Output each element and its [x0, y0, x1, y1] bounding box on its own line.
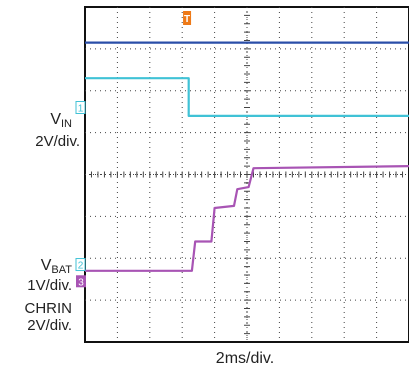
vbat-scale-label: 1V/div. — [27, 277, 72, 294]
series-line-3 — [85, 165, 409, 272]
channel-marker-3 — [76, 275, 86, 288]
channel-markers: T 1 2 3 — [75, 11, 192, 288]
vbat-main-text: V — [40, 257, 52, 274]
vin-subscript: IN — [61, 118, 72, 130]
vbat-label: VBAT — [10, 258, 72, 278]
trigger-marker-label: T — [184, 14, 190, 25]
channel-marker-label: 2 — [78, 261, 84, 272]
channel-marker-label: 3 — [78, 277, 84, 288]
series-line-2 — [85, 77, 409, 118]
plot-grid — [85, 7, 409, 342]
channel-marker-2 — [75, 258, 86, 272]
vbat-subscript: BAT — [51, 264, 72, 276]
chrin-scale-label: 2V/div. — [27, 317, 72, 334]
vin-scale-label: 2V/div. — [35, 133, 80, 150]
vin-main-text: V — [50, 111, 61, 128]
x-axis-label: 2ms/div. — [215, 350, 275, 367]
channel-marker-label: 1 — [78, 104, 84, 115]
chrin-label: CHRIN — [24, 300, 73, 317]
trigger-marker — [183, 11, 192, 25]
channel-marker-1 — [75, 101, 86, 114]
vin-label: VIN — [20, 112, 72, 132]
plot-traces — [85, 41, 409, 272]
